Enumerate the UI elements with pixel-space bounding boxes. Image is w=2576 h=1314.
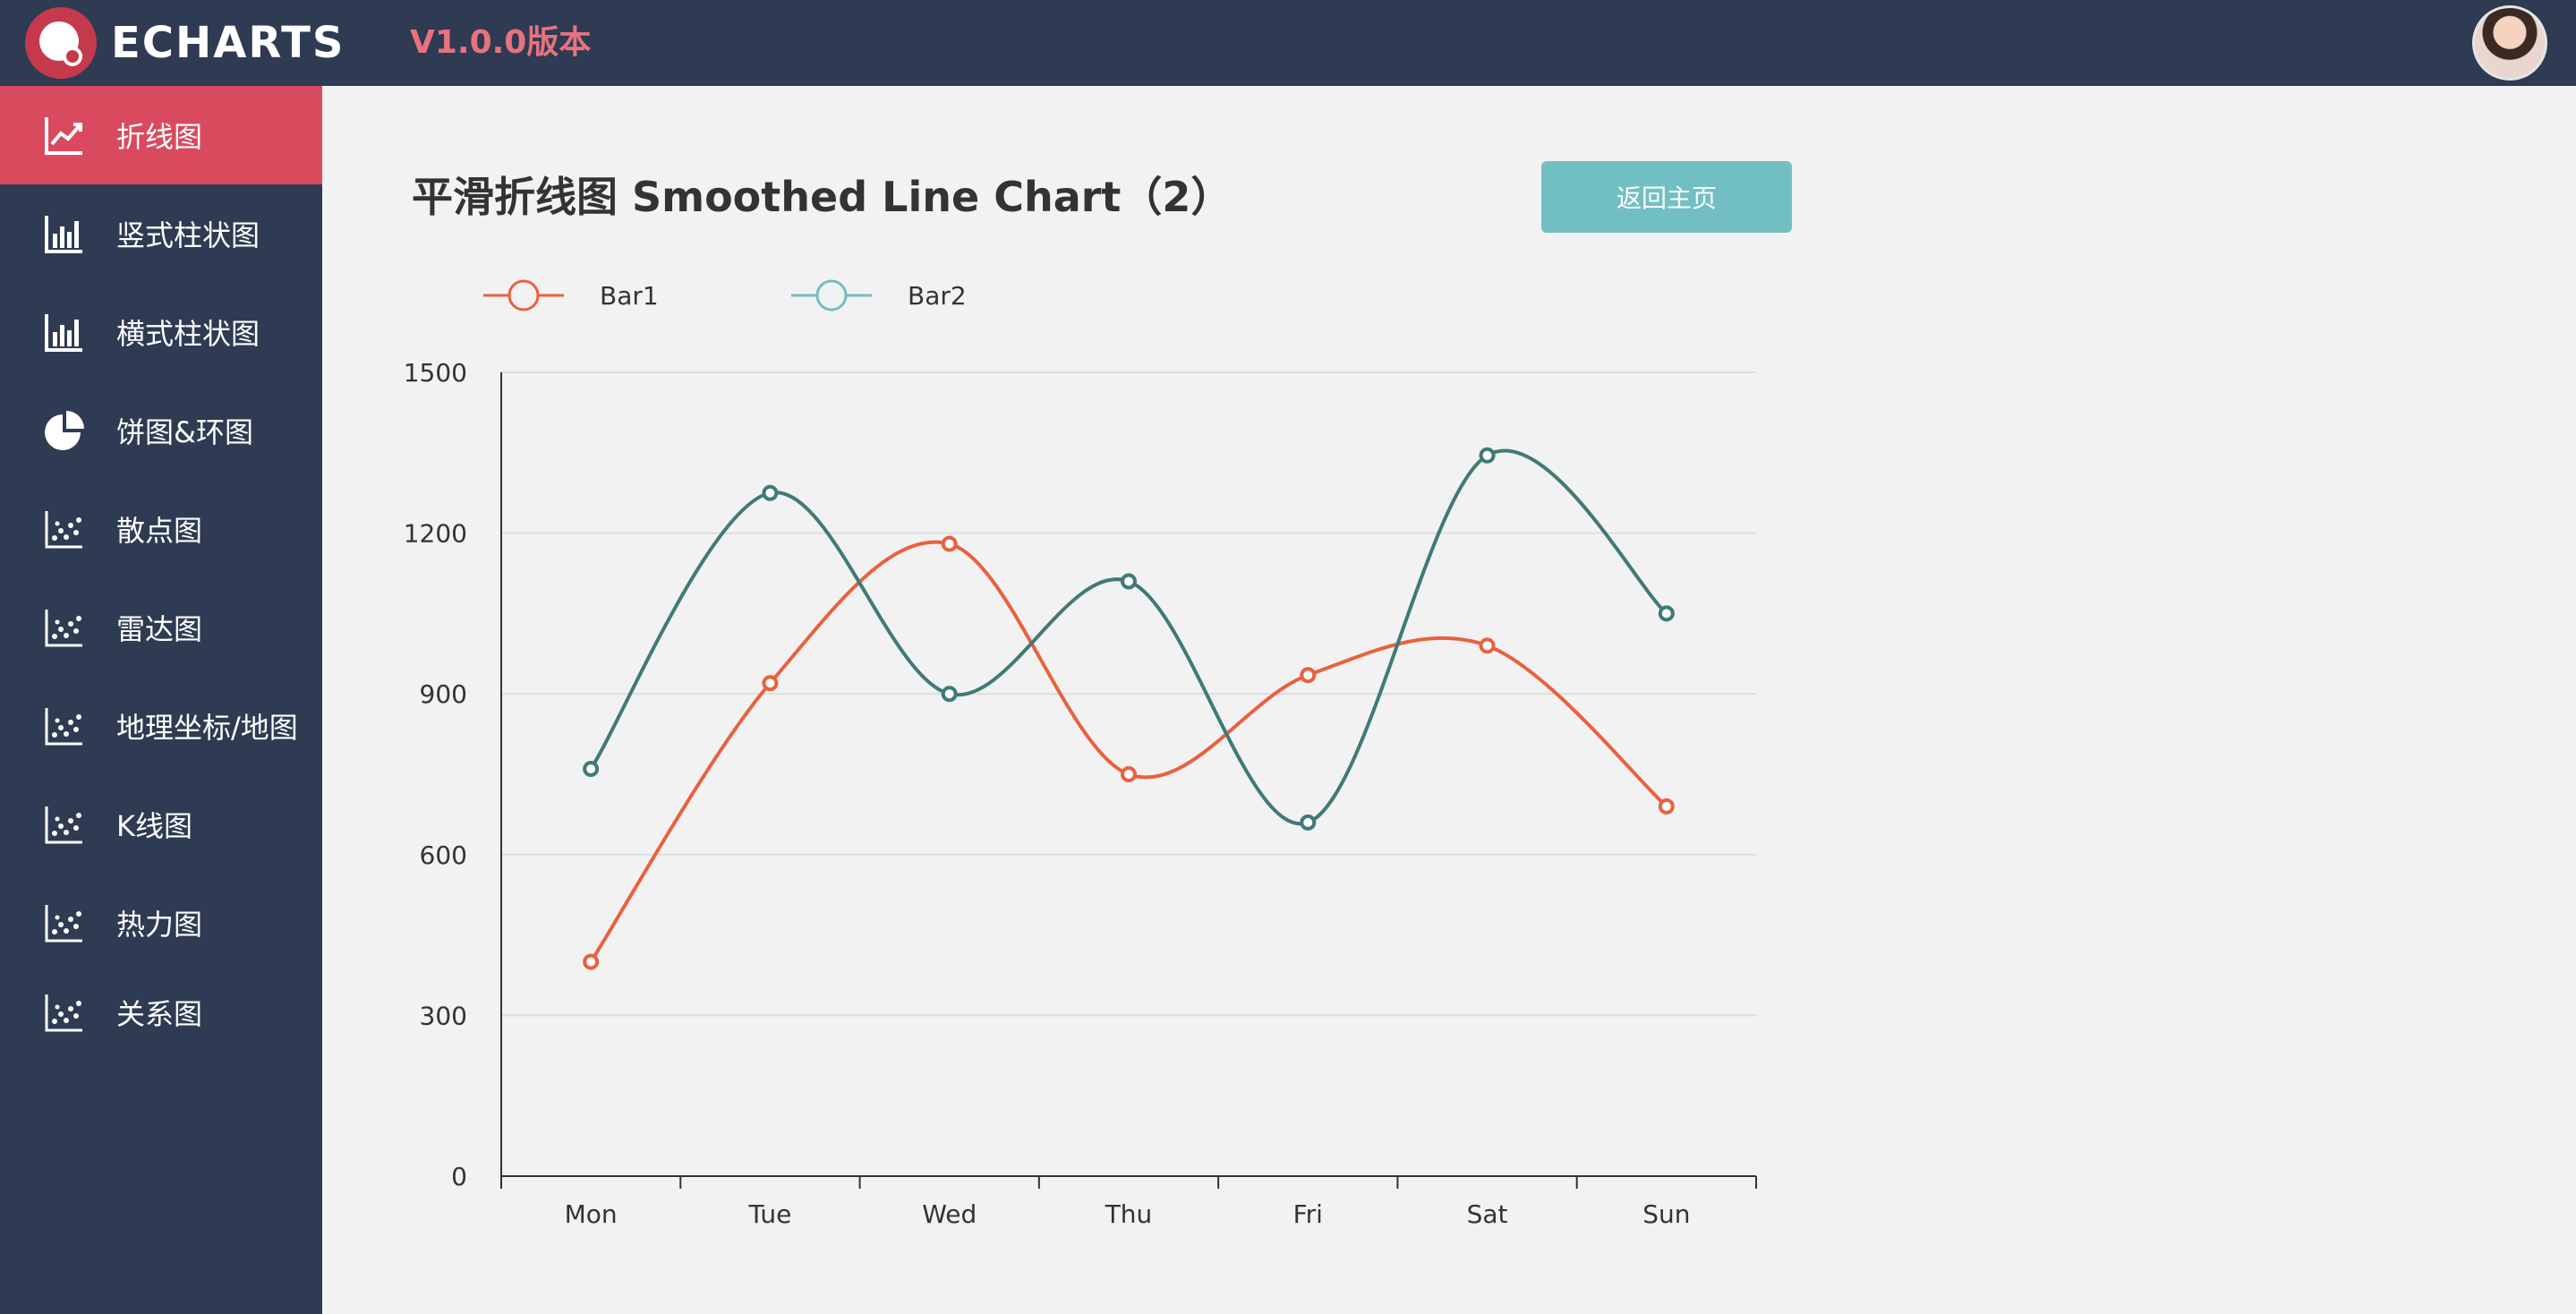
y-tick-label: 0 — [451, 1162, 467, 1191]
scatter-chart-icon — [43, 803, 86, 846]
x-tick-label: Tue — [748, 1199, 792, 1229]
sidebar-item-7[interactable]: K线图 — [0, 775, 322, 874]
data-point — [762, 675, 779, 692]
bar-chart-icon — [43, 311, 86, 354]
sidebar-item-label: 热力图 — [116, 908, 203, 942]
page-title: 平滑折线图 Smoothed Line Chart（2） — [412, 173, 1233, 221]
sidebar-item-4[interactable]: 散点图 — [0, 480, 322, 578]
sidebar-item-label: 散点图 — [116, 514, 203, 548]
x-tick-label: Mon — [565, 1199, 618, 1229]
data-point — [941, 535, 958, 552]
sidebar-item-0[interactable]: 折线图 — [0, 86, 322, 184]
data-point — [1658, 798, 1675, 815]
x-tick-label: Thu — [1105, 1199, 1153, 1229]
data-point — [583, 953, 600, 970]
chart-area: 0 300 600 900 1200 1500 Mon Tue Wed Thu Fri Sat Sun B… — [322, 86, 2576, 1314]
data-point — [1300, 814, 1317, 831]
data-point — [1479, 637, 1496, 654]
x-tick-label: Fri — [1293, 1199, 1323, 1229]
line-chart-icon — [43, 114, 86, 157]
data-point — [583, 761, 600, 778]
legend-marker-icon — [815, 279, 848, 311]
scatter-chart-icon — [43, 508, 86, 550]
y-tick-label: 1500 — [404, 358, 467, 388]
back-home-button[interactable]: 返回主页 — [1541, 161, 1792, 233]
sidebar-item-9[interactable]: 关系图 — [0, 972, 322, 1053]
smoothed-line-chart: 0 300 600 900 1200 1500 Mon Tue Wed Thu Fri Sat Sun B… — [404, 279, 1757, 1229]
x-tick-label: Sat — [1467, 1199, 1508, 1229]
sidebar-item-label: 关系图 — [116, 997, 203, 1031]
sidebar-item-6[interactable]: 地理坐标/地图 — [0, 677, 322, 775]
data-point — [1121, 573, 1137, 590]
y-tick-label: 900 — [420, 679, 467, 709]
data-point — [762, 484, 779, 501]
data-point — [1300, 667, 1317, 684]
data-point — [1658, 605, 1675, 622]
data-point — [1479, 447, 1496, 464]
scatter-chart-icon — [43, 704, 86, 747]
pie-chart-icon — [43, 409, 86, 452]
bar-chart-icon — [43, 212, 86, 255]
y-tick-label: 300 — [420, 1001, 467, 1030]
sidebar-item-label: 地理坐标/地图 — [116, 711, 298, 745]
y-tick-label: 1200 — [404, 519, 467, 549]
version-label: V1.0.0版本 — [410, 24, 592, 61]
x-tick-label: Wed — [922, 1199, 977, 1229]
sidebar-item-3[interactable]: 饼图&环图 — [0, 381, 322, 480]
main-content: 平滑折线图 Smoothed Line Chart（2） 返回主页 0 300 60… — [322, 86, 2576, 1314]
legend-label: Bar1 — [600, 281, 659, 311]
scatter-chart-icon — [43, 901, 86, 944]
sidebar-item-8[interactable]: 热力图 — [0, 874, 322, 972]
x-tick-label: Sun — [1642, 1199, 1690, 1229]
legend-label: Bar2 — [908, 281, 967, 311]
series-line-bar1 — [589, 540, 1668, 963]
sidebar: 折线图竖式柱状图横式柱状图饼图&环图散点图雷达图地理坐标/地图 K线图热力图关系图 — [0, 86, 322, 1314]
user-avatar[interactable] — [2472, 5, 2547, 81]
sidebar-item-1[interactable]: 竖式柱状图 — [0, 184, 322, 283]
data-point — [941, 686, 958, 703]
scatter-chart-icon — [43, 606, 86, 649]
sidebar-item-label: 竖式柱状图 — [116, 218, 260, 252]
sidebar-item-label: 折线图 — [116, 120, 203, 154]
scatter-chart-icon — [43, 991, 86, 1034]
sidebar-item-2[interactable]: 横式柱状图 — [0, 283, 322, 381]
legend-marker-icon — [508, 279, 540, 311]
sidebar-item-label: 横式柱状图 — [116, 317, 260, 351]
sidebar-item-5[interactable]: 雷达图 — [0, 578, 322, 677]
logo-text: ECHARTS — [111, 18, 345, 68]
sidebar-item-label: 饼图&环图 — [116, 415, 253, 449]
data-point — [1121, 766, 1137, 782]
sidebar-item-label: 雷达图 — [116, 612, 203, 646]
sidebar-item-label: K线图 — [116, 809, 192, 843]
echarts-logo-icon — [25, 7, 97, 79]
y-tick-label: 600 — [420, 840, 467, 870]
app-header: ECHARTS V1.0.0版本 — [0, 0, 2576, 86]
